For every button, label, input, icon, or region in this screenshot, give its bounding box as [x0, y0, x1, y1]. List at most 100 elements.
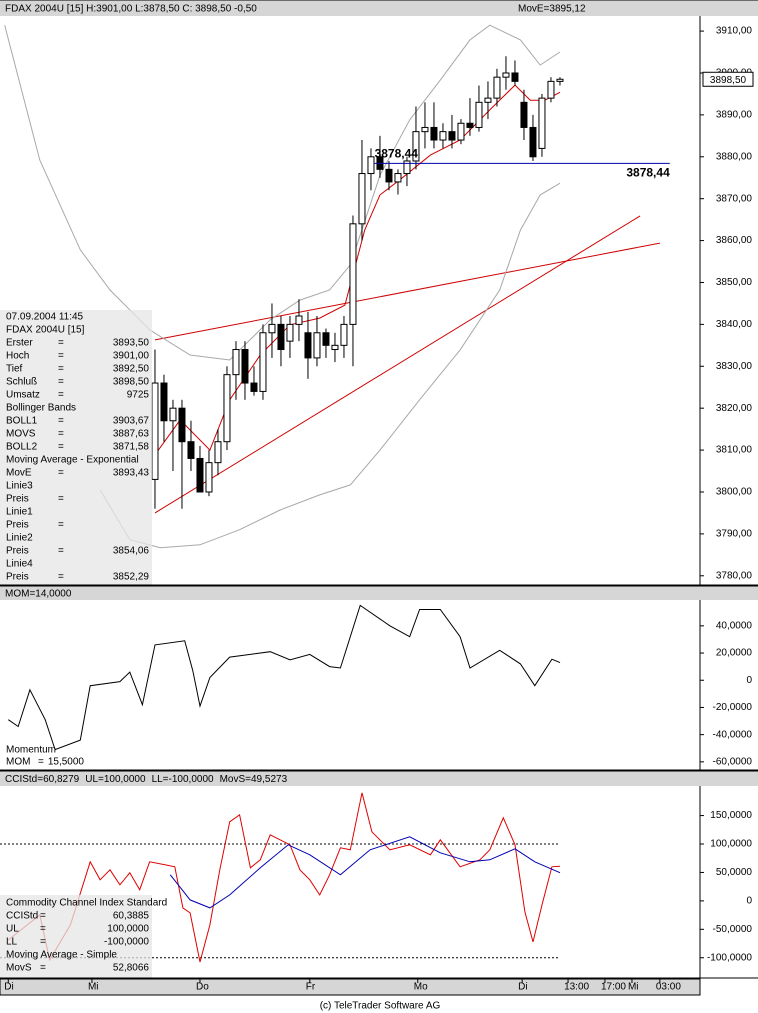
x-tick-label: Do	[196, 982, 209, 993]
y-tick-label: -60,0000	[713, 756, 753, 767]
candle-body	[169, 407, 177, 422]
x-tick-label: Mi	[628, 982, 639, 993]
candle-body	[538, 97, 546, 149]
axis-area	[700, 16, 758, 585]
candle-body	[475, 101, 483, 128]
info-label: Umsatz	[6, 390, 40, 401]
candle-body	[439, 131, 447, 141]
x-tick-label: Di	[518, 982, 527, 993]
y-tick-label: -40,0000	[713, 729, 753, 740]
candle-body	[160, 382, 168, 422]
header-text: MovE=3895,12	[518, 4, 586, 15]
y-tick-label: 3890,00	[716, 110, 753, 121]
candle-body	[367, 156, 375, 175]
info-eq: =	[58, 416, 64, 427]
info-eq: =	[58, 572, 64, 583]
candle-body	[178, 407, 186, 443]
x-tick-label: 03:00	[656, 982, 681, 993]
info-eq: =	[58, 546, 64, 557]
candle-body	[196, 457, 204, 493]
x-tick-label: Mi	[88, 982, 99, 993]
info-box	[0, 310, 152, 585]
header-text: MovS=49,5273	[220, 774, 288, 785]
panel-header	[0, 771, 758, 786]
y-tick-label: -100,0000	[707, 952, 752, 963]
y-tick-label: 3810,00	[716, 445, 753, 456]
candle-body	[232, 349, 240, 376]
candle-body	[493, 76, 501, 99]
info-value: 3852,29	[113, 572, 150, 583]
info-label: CCIStd	[6, 911, 38, 922]
info-eq: =	[58, 377, 64, 388]
info-eq: =	[40, 911, 46, 922]
info-label: BOLL2	[6, 442, 38, 453]
trendline	[154, 242, 660, 341]
candle-body	[286, 323, 294, 342]
info-label: Moving Average - Simple	[6, 950, 117, 961]
candle-body	[151, 382, 159, 480]
candle-body	[241, 349, 249, 384]
series-line	[169, 836, 561, 909]
y-tick-label: 0	[746, 896, 752, 907]
info-eq: =	[58, 351, 64, 362]
info-label: UL	[6, 924, 19, 935]
candle-body	[205, 462, 213, 493]
info-label: Preis	[6, 494, 29, 505]
info-eq: =	[58, 494, 64, 505]
axis-area	[700, 786, 758, 978]
y-tick-label: 150,0000	[710, 810, 752, 821]
y-tick-label: 3860,00	[716, 235, 753, 246]
info-label: Preis	[6, 572, 29, 583]
header-text: FDAX 2004U [15] H:3901,00 L:3878,50 C: 3…	[5, 4, 257, 15]
candle-body	[484, 97, 492, 103]
candle-body	[250, 382, 258, 392]
info-label: Momentum	[6, 745, 56, 756]
info-eq: =	[40, 924, 46, 935]
info-value: 52,8066	[113, 963, 150, 974]
footer: (c) TeleTrader Software AG	[320, 1001, 441, 1012]
info-eq: =	[58, 429, 64, 440]
info-eq: =	[58, 338, 64, 349]
info-label: MovS	[6, 963, 32, 974]
info-value: 3887,63	[113, 429, 150, 440]
y-tick-label: -50,0000	[713, 924, 753, 935]
info-value: 3903,67	[113, 416, 150, 427]
y-tick-label: 3910,00	[716, 26, 753, 37]
info-label: Commodity Channel Index Standard	[6, 898, 167, 909]
x-tick-label: Fr	[306, 982, 316, 993]
y-tick-label: 50,0000	[716, 867, 753, 878]
candle-body	[511, 72, 519, 82]
y-tick-label: 100,0000	[710, 839, 752, 850]
candle-body	[520, 101, 528, 128]
info-label: LL	[6, 937, 18, 948]
info-label: Linie3	[6, 481, 33, 492]
info-eq: =	[58, 468, 64, 479]
info-value: 3901,00	[113, 351, 150, 362]
y-tick-label: 3780,00	[716, 570, 753, 581]
info-label: Hoch	[6, 351, 29, 362]
info-label: MOM	[6, 757, 30, 768]
candle-body	[430, 126, 438, 141]
header-text: UL=100,0000	[85, 774, 146, 785]
info-label: 07.09.2004 11:45	[6, 312, 84, 323]
y-tick-label: 3850,00	[716, 277, 753, 288]
info-label: BOLL1	[6, 416, 38, 427]
info-eq: =	[58, 364, 64, 375]
info-label: Bollinger Bands	[6, 403, 76, 414]
info-box	[0, 895, 152, 978]
candle-body	[448, 131, 456, 141]
price-line-label: 3878,44	[375, 146, 419, 160]
info-value: 3893,43	[113, 468, 150, 479]
candle-body	[403, 160, 411, 175]
price-line-label: 3878,44	[626, 165, 670, 179]
info-value: 60,3885	[113, 911, 150, 922]
info-value: -100,0000	[104, 937, 149, 948]
candle-body	[349, 223, 357, 325]
candle-body	[502, 72, 510, 78]
info-label: Moving Average - Exponential	[6, 455, 139, 466]
x-tick-label: 13:00	[564, 982, 589, 993]
candle-body	[322, 332, 330, 346]
candle-body	[556, 78, 564, 82]
x-tick-label: Di	[4, 982, 13, 993]
info-label: Schluß	[6, 377, 37, 388]
